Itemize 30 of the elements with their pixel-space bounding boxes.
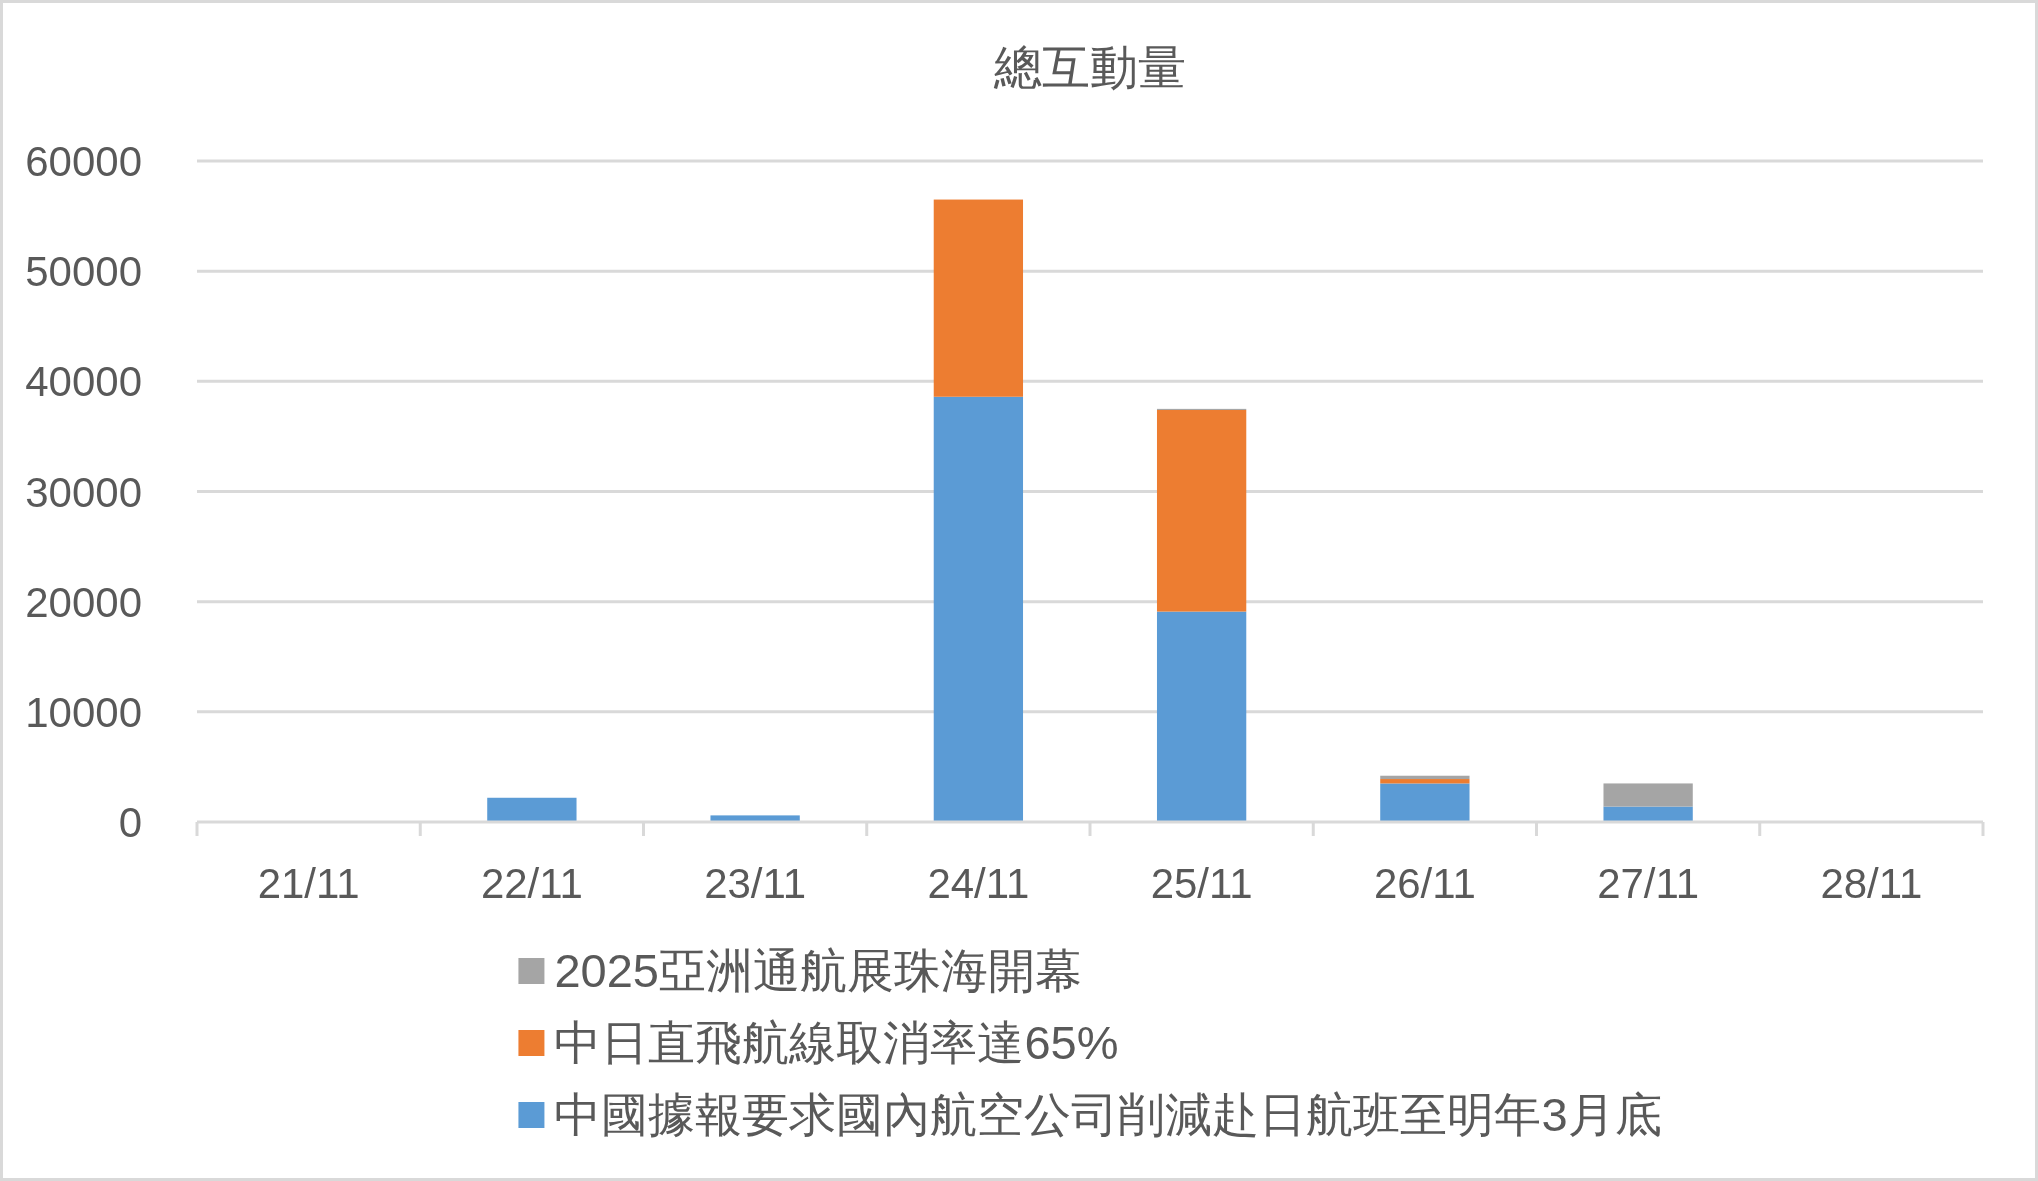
x-tick-label: 24/11 [927,860,1030,907]
y-tick-label: 10000 [25,688,142,736]
bar [1380,779,1470,784]
y-tick-label: 40000 [25,358,142,406]
bar [487,797,577,822]
x-tick-label: 27/11 [1597,860,1700,907]
bar [933,199,1024,397]
bar [1603,783,1693,807]
x-tick-label: 21/11 [257,860,360,907]
bar [1380,775,1470,780]
y-tick-label: 30000 [25,468,142,516]
x-tick-label: 25/11 [1150,860,1253,907]
legend-label: 中日直飛航線取消率達65% [554,1016,1119,1069]
bar [1156,409,1247,612]
legend-label: 中國據報要求國內航空公司削減赴日航班至明年3月底 [554,1088,1662,1141]
x-tick-label: 26/11 [1373,860,1476,907]
bar [1603,806,1693,822]
y-tick-label: 0 [118,799,142,846]
chart-title: 總互動量 [993,41,1186,94]
y-tick-label: 60000 [25,138,142,185]
x-tick-label: 28/11 [1820,860,1923,907]
bar [1380,783,1470,822]
legend-label: 2025亞洲通航展珠海開幕 [554,944,1082,997]
x-tick-label: 23/11 [704,860,807,907]
bar [710,815,800,822]
y-tick-label: 20000 [25,578,142,626]
x-tick-label: 22/11 [480,860,583,907]
bar [1156,611,1247,822]
y-tick-label: 50000 [25,248,142,296]
bar [933,396,1024,822]
